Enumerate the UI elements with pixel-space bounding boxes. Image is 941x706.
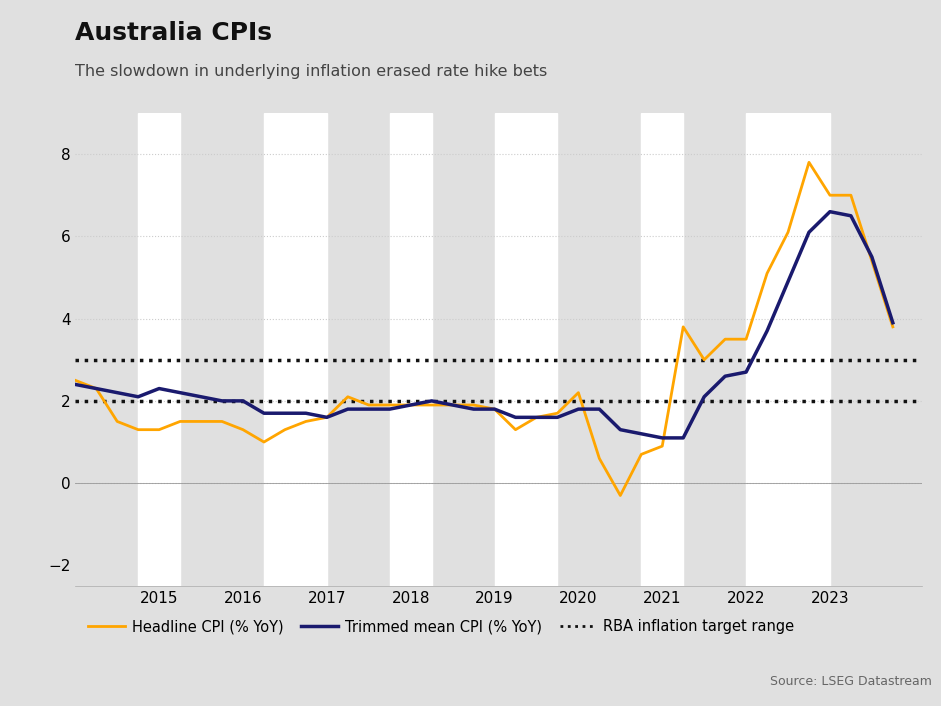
Headline CPI (% YoY) — [698, 356, 710, 364]
Trimmed mean CPI (% YoY) — [447, 401, 458, 409]
Trimmed mean CPI (% YoY) — [614, 426, 626, 434]
Trimmed mean CPI (% YoY) — [405, 401, 416, 409]
Line: Trimmed mean CPI (% YoY): Trimmed mean CPI (% YoY) — [75, 212, 893, 438]
Trimmed mean CPI (% YoY) — [321, 413, 332, 421]
Trimmed mean CPI (% YoY) — [845, 212, 856, 220]
Headline CPI (% YoY) — [887, 323, 899, 331]
Headline CPI (% YoY) — [720, 335, 731, 343]
Trimmed mean CPI (% YoY) — [551, 413, 563, 421]
Trimmed mean CPI (% YoY) — [90, 384, 102, 393]
Headline CPI (% YoY) — [594, 454, 605, 462]
Trimmed mean CPI (% YoY) — [489, 405, 501, 413]
Trimmed mean CPI (% YoY) — [531, 413, 542, 421]
Trimmed mean CPI (% YoY) — [887, 318, 899, 327]
Bar — [495, 113, 557, 586]
Headline CPI (% YoY) — [867, 257, 878, 265]
Headline CPI (% YoY) — [196, 417, 207, 426]
Trimmed mean CPI (% YoY) — [782, 277, 793, 286]
Headline CPI (% YoY) — [363, 401, 375, 409]
Trimmed mean CPI (% YoY) — [112, 388, 123, 397]
Trimmed mean CPI (% YoY) — [174, 388, 185, 397]
Trimmed mean CPI (% YoY) — [678, 433, 689, 442]
Headline CPI (% YoY) — [804, 158, 815, 167]
Headline CPI (% YoY) — [300, 417, 311, 426]
Headline CPI (% YoY) — [824, 191, 836, 200]
Headline CPI (% YoY) — [405, 401, 416, 409]
Headline CPI (% YoY) — [112, 417, 123, 426]
Trimmed mean CPI (% YoY) — [635, 429, 646, 438]
Text: Australia CPIs: Australia CPIs — [75, 21, 272, 45]
Legend: Headline CPI (% YoY), Trimmed mean CPI (% YoY), RBA inflation target range: Headline CPI (% YoY), Trimmed mean CPI (… — [83, 614, 800, 640]
Headline CPI (% YoY) — [741, 335, 752, 343]
Trimmed mean CPI (% YoY) — [216, 397, 228, 405]
Headline CPI (% YoY) — [761, 269, 773, 277]
Trimmed mean CPI (% YoY) — [279, 409, 291, 417]
Trimmed mean CPI (% YoY) — [657, 433, 668, 442]
Headline CPI (% YoY) — [468, 401, 479, 409]
Text: The slowdown in underlying inflation erased rate hike bets: The slowdown in underlying inflation era… — [75, 64, 548, 78]
Trimmed mean CPI (% YoY) — [824, 208, 836, 216]
Headline CPI (% YoY) — [782, 228, 793, 237]
Headline CPI (% YoY) — [657, 442, 668, 450]
Trimmed mean CPI (% YoY) — [237, 397, 248, 405]
Trimmed mean CPI (% YoY) — [867, 253, 878, 261]
Headline CPI (% YoY) — [384, 401, 395, 409]
Headline CPI (% YoY) — [90, 384, 102, 393]
Trimmed mean CPI (% YoY) — [468, 405, 479, 413]
Headline CPI (% YoY) — [216, 417, 228, 426]
Headline CPI (% YoY) — [279, 426, 291, 434]
Trimmed mean CPI (% YoY) — [258, 409, 269, 417]
Trimmed mean CPI (% YoY) — [384, 405, 395, 413]
Headline CPI (% YoY) — [678, 323, 689, 331]
Trimmed mean CPI (% YoY) — [804, 228, 815, 237]
Trimmed mean CPI (% YoY) — [761, 327, 773, 335]
Trimmed mean CPI (% YoY) — [573, 405, 584, 413]
Headline CPI (% YoY) — [447, 401, 458, 409]
Trimmed mean CPI (% YoY) — [153, 384, 165, 393]
Headline CPI (% YoY) — [321, 413, 332, 421]
Bar — [641, 113, 683, 586]
Headline CPI (% YoY) — [70, 376, 81, 385]
Headline CPI (% YoY) — [489, 405, 501, 413]
Headline CPI (% YoY) — [635, 450, 646, 459]
Headline CPI (% YoY) — [237, 426, 248, 434]
Trimmed mean CPI (% YoY) — [133, 393, 144, 401]
Trimmed mean CPI (% YoY) — [70, 381, 81, 389]
Headline CPI (% YoY) — [426, 401, 438, 409]
Headline CPI (% YoY) — [845, 191, 856, 200]
Headline CPI (% YoY) — [510, 426, 521, 434]
Trimmed mean CPI (% YoY) — [510, 413, 521, 421]
Headline CPI (% YoY) — [614, 491, 626, 500]
Headline CPI (% YoY) — [573, 388, 584, 397]
Text: Source: LSEG Datastream: Source: LSEG Datastream — [770, 676, 932, 688]
Headline CPI (% YoY) — [531, 413, 542, 421]
Trimmed mean CPI (% YoY) — [698, 393, 710, 401]
Line: Headline CPI (% YoY): Headline CPI (% YoY) — [75, 162, 893, 496]
Headline CPI (% YoY) — [174, 417, 185, 426]
Bar — [746, 113, 830, 586]
Trimmed mean CPI (% YoY) — [426, 397, 438, 405]
Trimmed mean CPI (% YoY) — [343, 405, 354, 413]
Headline CPI (% YoY) — [258, 438, 269, 446]
Headline CPI (% YoY) — [133, 426, 144, 434]
Headline CPI (% YoY) — [343, 393, 354, 401]
Bar — [263, 113, 327, 586]
Trimmed mean CPI (% YoY) — [196, 393, 207, 401]
Trimmed mean CPI (% YoY) — [363, 405, 375, 413]
Trimmed mean CPI (% YoY) — [300, 409, 311, 417]
Bar — [390, 113, 432, 586]
Trimmed mean CPI (% YoY) — [594, 405, 605, 413]
Headline CPI (% YoY) — [551, 409, 563, 417]
Trimmed mean CPI (% YoY) — [720, 372, 731, 381]
Trimmed mean CPI (% YoY) — [741, 368, 752, 376]
Headline CPI (% YoY) — [153, 426, 165, 434]
Bar — [138, 113, 180, 586]
